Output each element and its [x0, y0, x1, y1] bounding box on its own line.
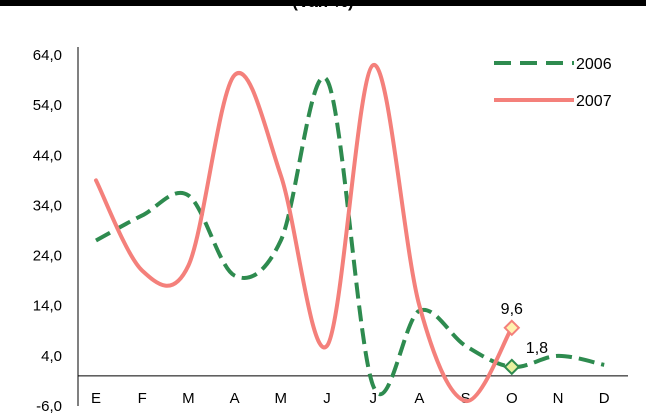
axes	[77, 47, 628, 406]
data-marker	[503, 358, 521, 376]
legend: 2006 2007	[494, 56, 612, 110]
y-tick-label: 24,0	[33, 248, 62, 265]
series-line-2006	[95, 75, 605, 397]
data-marker	[503, 319, 521, 337]
y-tick-label: 54,0	[33, 97, 62, 114]
y-tick-label: 44,0	[33, 147, 62, 164]
data-label: 1,8	[526, 340, 548, 357]
x-tick-label: A	[414, 390, 424, 407]
y-tick-label: 34,0	[33, 197, 62, 214]
legend-label: 2006	[576, 56, 612, 73]
y-tick-label: 64,0	[33, 47, 62, 64]
y-tick-label: 14,0	[33, 298, 62, 315]
series-line-2007	[94, 63, 514, 403]
chart-title: (Var. %)	[292, 0, 354, 11]
x-tick-label: M	[275, 390, 288, 407]
top-rule	[0, 0, 646, 6]
x-tick-label: S	[461, 390, 471, 407]
x-tick-label: N	[553, 390, 564, 407]
x-tick-label: A	[230, 390, 240, 407]
x-tick-label: E	[91, 390, 101, 407]
y-tick-label: -6,0	[36, 398, 62, 415]
data-label: 9,6	[501, 301, 523, 318]
legend-label: 2007	[576, 93, 612, 110]
x-tick-label: J	[369, 390, 377, 407]
x-tick-label: O	[506, 390, 518, 407]
series-lines	[94, 63, 605, 403]
x-tick-label: M	[182, 390, 195, 407]
y-axis-labels: -6,0 4,0 14,0 24,0 34,0 44,0 54,0 64,0	[33, 47, 62, 415]
x-tick-label: F	[138, 390, 147, 407]
y-tick-label: 4,0	[41, 348, 62, 365]
data-markers: 9,6 1,8	[501, 301, 548, 376]
x-tick-label: D	[599, 390, 610, 407]
x-tick-label: J	[323, 390, 331, 407]
